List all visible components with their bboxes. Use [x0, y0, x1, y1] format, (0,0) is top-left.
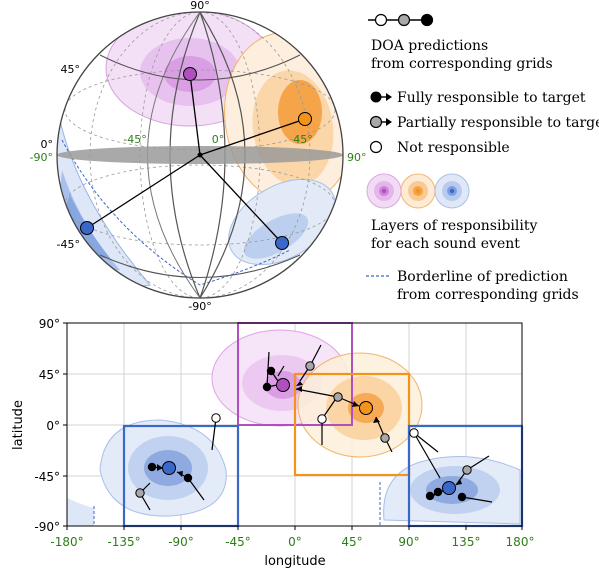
lon-label-minus45: -45° — [123, 133, 146, 146]
legend-layer-orange — [400, 173, 436, 209]
xtick-label: 135° — [452, 535, 481, 549]
xtick-label: -45° — [225, 535, 251, 549]
xtick-label: 90° — [398, 535, 419, 549]
fully-responsible-icon — [370, 91, 382, 103]
ytick-label: 0° — [46, 419, 60, 433]
legend-layers-line1: Layers of responsibility — [371, 218, 537, 234]
legend-layer-blue — [434, 173, 470, 209]
map-orange-doa — [359, 401, 373, 415]
map-plot: -180° -135° -90° -45° 0° 45° 90° 135° 18… — [11, 317, 534, 569]
legend-doa-line2: from corresponding grids — [371, 56, 553, 72]
lon-label-plus45: 45° — [293, 133, 313, 146]
xtick-label: -135° — [107, 535, 140, 549]
legend: DOA predictions from corresponding grids… — [366, 13, 599, 303]
blue-responsibility-left-core — [66, 195, 110, 258]
orange-doa-point — [298, 112, 312, 126]
lon-label-minus90: -90° — [30, 151, 53, 164]
map-blue-edge-sliver — [67, 498, 94, 526]
sphere-diagram: 90° 45° 0° -45° -90° -90° -45° 0° 45° 90… — [30, 0, 367, 313]
legend-not-responsible-marker — [374, 13, 388, 27]
orange-responsibility-inner — [278, 80, 322, 144]
map-xlabel: longitude — [264, 554, 325, 569]
blue-doa-point-left — [80, 221, 94, 235]
lat-label-bottom: -90° — [188, 300, 211, 313]
blue-doa-point-right — [275, 236, 289, 250]
lat-label-south45: -45° — [57, 238, 80, 251]
lat-label-north45: 45° — [61, 63, 81, 76]
ytick-label: 45° — [39, 368, 60, 382]
purple-doa-point — [183, 67, 197, 81]
lat-label-equator: 0° — [41, 138, 54, 151]
map-blue-left-doa — [162, 461, 176, 475]
legend-not: Not responsible — [397, 140, 510, 156]
sphere-outline — [56, 11, 344, 299]
ytick-label: -45° — [34, 470, 60, 484]
sphere-center — [197, 152, 203, 158]
lon-label-zero: 0° — [212, 133, 225, 146]
xtick-label: -180° — [50, 535, 83, 549]
xtick-label: -90° — [168, 535, 194, 549]
not-responsible-icon — [369, 140, 383, 154]
prediction-borderline — [61, 139, 291, 286]
xtick-label: 45° — [341, 535, 362, 549]
partially-responsible-icon — [369, 115, 383, 129]
map-blue-right-doa — [442, 481, 456, 495]
legend-partial-marker — [397, 13, 411, 27]
legend-fully-marker — [420, 13, 434, 27]
legend-doa-line1: DOA predictions — [371, 38, 488, 54]
legend-border-line2: from corresponding grids — [397, 287, 579, 303]
map-box-orange — [293, 372, 411, 477]
legend-fully: Fully responsible to target — [397, 90, 586, 106]
xtick-label: 0° — [288, 535, 302, 549]
xtick-label: 180° — [506, 535, 535, 549]
legend-border-line1: Borderline of prediction — [397, 269, 568, 285]
ytick-label: 90° — [39, 317, 60, 331]
legend-layer-purple — [366, 173, 402, 209]
legend-partially: Partially responsible to target — [397, 115, 599, 131]
ytick-label: -90° — [34, 520, 60, 534]
map-ylabel: latitude — [11, 400, 26, 450]
legend-layers-line2: for each sound event — [371, 236, 520, 252]
lon-label-plus90: 90° — [347, 151, 367, 164]
lat-label-top: 90° — [190, 0, 210, 12]
map-purple-doa — [276, 378, 290, 392]
